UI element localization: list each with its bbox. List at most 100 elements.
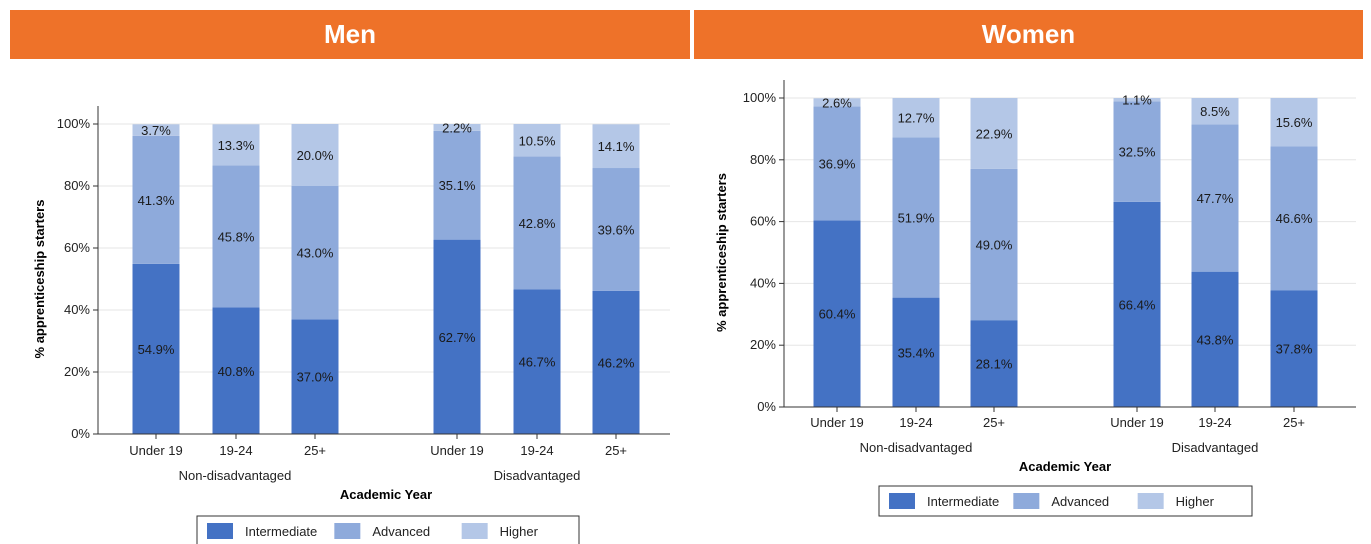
data-label: 46.7% [519,355,556,370]
data-label: 32.5% [1119,145,1156,160]
data-label: 36.9% [819,156,856,171]
y-tick-label: 40% [750,275,776,290]
y-tick-label: 60% [750,214,776,229]
data-label: 41.3% [138,193,175,208]
data-label: 37.0% [297,370,334,385]
y-tick-label: 20% [750,337,776,352]
x-tick-label: Under 19 [430,443,483,458]
data-label: 47.7% [1197,191,1234,206]
y-axis-title: % apprenticeship starters [714,173,729,332]
bar-advanced [970,168,1018,321]
bar-higher [212,124,260,166]
group-label: Non-disadvantaged [179,468,292,483]
legend: Intermediate Advanced Higher [196,515,580,544]
data-label: 37.8% [1276,342,1313,357]
bar-higher [813,98,861,107]
data-label: 43.0% [297,246,334,261]
bar-intermediate [892,297,940,407]
bar-intermediate [1270,290,1318,407]
bar-higher [1191,98,1239,125]
data-label: 22.9% [976,126,1013,141]
legend-swatch-higher [1137,493,1164,509]
x-axis-title: Academic Year [340,487,432,502]
bar-intermediate [433,239,481,434]
x-tick-label: 19-24 [1198,415,1231,430]
bar-advanced [212,165,260,308]
legend: Intermediate Advanced Higher [878,485,1253,517]
legend-box [196,515,580,544]
data-label: 46.2% [598,355,635,370]
x-tick-label: 25+ [605,443,627,458]
bar-intermediate [212,307,260,434]
bar-higher [1113,98,1161,102]
data-label: 35.4% [898,345,935,360]
bar-higher [970,98,1018,169]
x-tick-label: Under 19 [1110,415,1163,430]
x-tick-label: 19-24 [219,443,252,458]
data-label: 28.1% [976,357,1013,372]
data-label: 8.5% [1200,104,1230,119]
legend-swatch-higher [461,523,488,539]
data-label: 39.6% [598,222,635,237]
bar-higher [892,98,940,138]
data-label: 45.8% [218,230,255,245]
bar-higher [433,124,481,131]
bar-advanced [813,106,861,221]
legend-label: Intermediate [245,524,317,539]
data-label: 66.4% [1119,297,1156,312]
bar-intermediate [970,320,1018,407]
data-label: 13.3% [218,138,255,153]
bar-higher [132,124,180,136]
data-label: 15.6% [1276,115,1313,130]
y-tick-label: 40% [64,302,90,317]
x-axis-title: Academic Year [1019,459,1111,474]
legend-label: Advanced [372,524,430,539]
men-header-bar: Men [10,10,690,59]
x-tick-label: 19-24 [899,415,932,430]
bar-intermediate [592,290,640,434]
group-label: Disadvantaged [494,468,581,483]
women-panel-title: Women [981,19,1076,49]
data-label: 49.0% [976,237,1013,252]
x-tick-label: Under 19 [810,415,863,430]
data-label: 51.9% [898,210,935,225]
data-label: 1.1% [1122,93,1152,108]
data-label: 40.8% [218,364,255,379]
bar-intermediate [132,263,180,434]
bar-advanced [513,156,561,290]
x-tick-label: 25+ [983,415,1005,430]
data-label: 54.9% [138,342,175,357]
bar-higher [513,124,561,157]
legend-box [878,485,1253,517]
y-tick-label: 100% [743,90,777,105]
data-label: 10.5% [519,133,556,148]
women-header-bar: Women [694,10,1363,59]
legend-label: Higher [500,524,539,539]
legend-swatch-intermediate [889,493,915,509]
data-label: 3.7% [141,123,171,138]
x-tick-label: Under 19 [129,443,182,458]
bar-intermediate [513,289,561,434]
legend-label: Intermediate [927,494,999,509]
x-tick-label: 25+ [1283,415,1305,430]
y-tick-label: 100% [57,116,91,131]
legend-label: Higher [1176,494,1215,509]
y-tick-label: 0% [71,426,90,441]
bar-advanced [892,137,940,298]
bar-advanced [291,186,339,320]
data-label: 2.6% [822,95,852,110]
x-tick-label: 25+ [304,443,326,458]
group-label: Non-disadvantaged [860,440,973,455]
data-label: 42.8% [519,216,556,231]
bar-advanced [592,168,640,291]
data-label: 46.6% [1276,211,1313,226]
group-label: Disadvantaged [1172,440,1259,455]
bar-higher [291,124,339,186]
y-tick-label: 20% [64,364,90,379]
legend-swatch-advanced [334,523,361,539]
data-label: 2.2% [442,120,472,135]
bar-advanced [1270,146,1318,291]
bar-intermediate [1113,201,1161,407]
data-label: 14.1% [598,139,635,154]
